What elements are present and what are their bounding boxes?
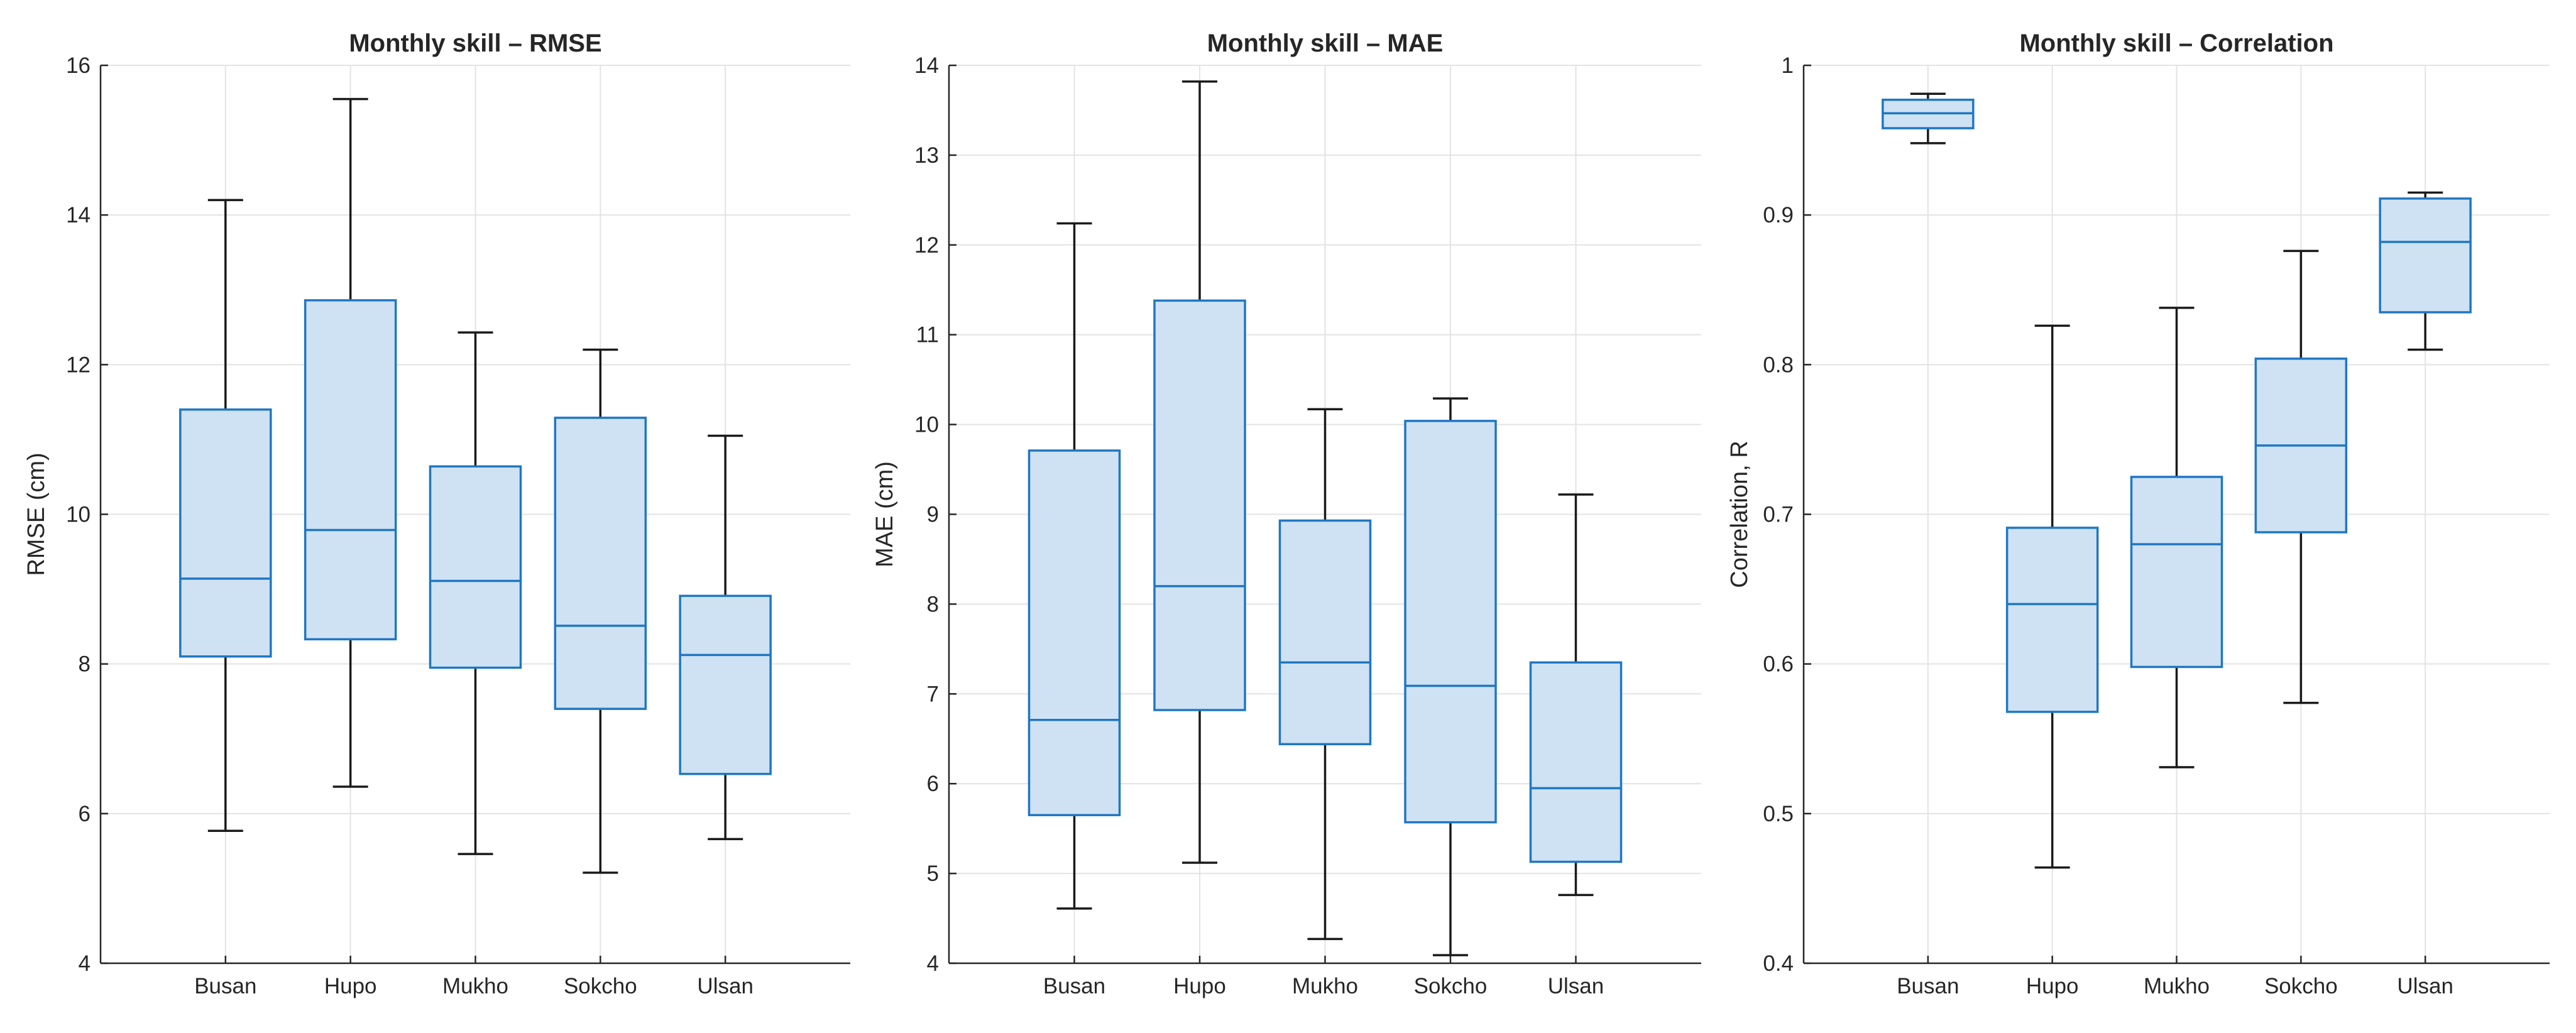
box-hupo <box>304 97 397 788</box>
y-tick-label: 6 <box>927 772 939 796</box>
box-hupo <box>2005 324 2099 869</box>
box-hupo <box>1153 80 1246 864</box>
x-tick-label-sokcho: Sokcho <box>564 974 637 998</box>
y-tick-label: 4 <box>927 951 939 976</box>
box-sokcho <box>2254 249 2348 704</box>
iqr-box <box>304 299 397 641</box>
iqr-box <box>1153 299 1246 711</box>
x-tick-label-busan: Busan <box>1897 974 1959 998</box>
y-tick-label: 9 <box>927 503 939 527</box>
box-busan <box>1028 222 1121 910</box>
y-tick-label: 8 <box>79 652 90 677</box>
box-mukho <box>1278 408 1372 941</box>
chart-title: Monthly skill – RMSE <box>349 30 601 57</box>
y-tick-label: 14 <box>66 203 90 227</box>
y-tick-label: 10 <box>66 503 90 527</box>
y-tick-label: 4 <box>79 951 90 976</box>
x-tick-label-busan: Busan <box>194 974 256 998</box>
y-tick-label: 12 <box>914 233 939 258</box>
x-tick-label-mukho: Mukho <box>2144 974 2210 998</box>
chart-panel-1: 4 6 8 10 12 14 16 Busan Hupo Mukho Sokcho Ulsan Mont… <box>23 30 850 998</box>
y-tick-label: 6 <box>79 802 90 826</box>
x-tick-label-sokcho: Sokcho <box>1414 974 1488 998</box>
y-axis-label: MAE (cm) <box>872 461 898 567</box>
y-tick-label: 1 <box>1782 53 1794 78</box>
y-tick-label: 0.9 <box>1763 203 1794 227</box>
x-tick-label-ulsan: Ulsan <box>1548 974 1604 998</box>
box-busan <box>1882 92 1975 145</box>
box-ulsan <box>679 434 772 841</box>
y-tick-label: 10 <box>914 413 939 437</box>
iqr-box <box>429 465 522 669</box>
box-mukho <box>429 331 522 855</box>
iqr-box <box>554 417 647 710</box>
x-tick-label-mukho: Mukho <box>1292 974 1358 998</box>
box-mukho <box>2130 307 2223 768</box>
x-tick-label-busan: Busan <box>1043 974 1105 998</box>
x-tick-label-ulsan: Ulsan <box>2397 974 2453 998</box>
y-tick-label: 0.8 <box>1763 353 1794 377</box>
y-tick-label: 16 <box>66 53 90 78</box>
box-sokcho <box>1404 397 1497 956</box>
iqr-box <box>679 594 772 775</box>
iqr-box <box>1404 420 1497 824</box>
iqr-box <box>2130 476 2223 669</box>
y-tick-label: 0.4 <box>1763 951 1794 976</box>
box-ulsan <box>2379 191 2472 351</box>
x-tick-label-ulsan: Ulsan <box>697 974 753 998</box>
y-tick-label: 0.7 <box>1763 503 1794 527</box>
iqr-box <box>1278 519 1372 746</box>
x-tick-label-hupo: Hupo <box>1173 974 1226 998</box>
y-tick-label: 7 <box>927 682 939 706</box>
box-ulsan <box>1529 493 1623 897</box>
y-axis-label: Correlation, R <box>1726 440 1753 588</box>
y-tick-label: 0.6 <box>1763 652 1794 677</box>
chart-title: Monthly skill – Correlation <box>2019 30 2333 57</box>
y-tick-label: 14 <box>914 53 939 78</box>
chart-title: Monthly skill – MAE <box>1207 30 1444 57</box>
x-tick-label-sokcho: Sokcho <box>2264 974 2338 998</box>
x-tick-label-hupo: Hupo <box>324 974 377 998</box>
chart-panel-2: 4 5 6 7 8 9 10 11 12 13 14 Busan Hupo Mukho Sokcho Ulsa… <box>872 30 1701 998</box>
y-tick-label: 11 <box>916 323 939 347</box>
y-tick-label: 5 <box>927 861 939 886</box>
y-axis-label: RMSE (cm) <box>23 452 50 576</box>
y-tick-label: 8 <box>927 592 939 616</box>
box-busan <box>179 199 272 832</box>
y-tick-label: 0.5 <box>1763 802 1794 826</box>
y-tick-label: 12 <box>66 353 90 377</box>
iqr-box <box>2379 197 2472 314</box>
chart-panel-3: 0.4 0.5 0.6 0.7 0.8 0.9 1 Busan Hupo Mukho Sokcho U… <box>1726 30 2550 998</box>
x-tick-label-mukho: Mukho <box>442 974 508 998</box>
y-tick-label: 13 <box>914 143 939 168</box>
iqr-box <box>179 408 272 658</box>
x-tick-label-hupo: Hupo <box>2026 974 2079 998</box>
box-sokcho <box>554 348 647 874</box>
iqr-box <box>1028 449 1121 816</box>
iqr-box <box>1529 661 1623 863</box>
iqr-box <box>2005 527 2099 713</box>
